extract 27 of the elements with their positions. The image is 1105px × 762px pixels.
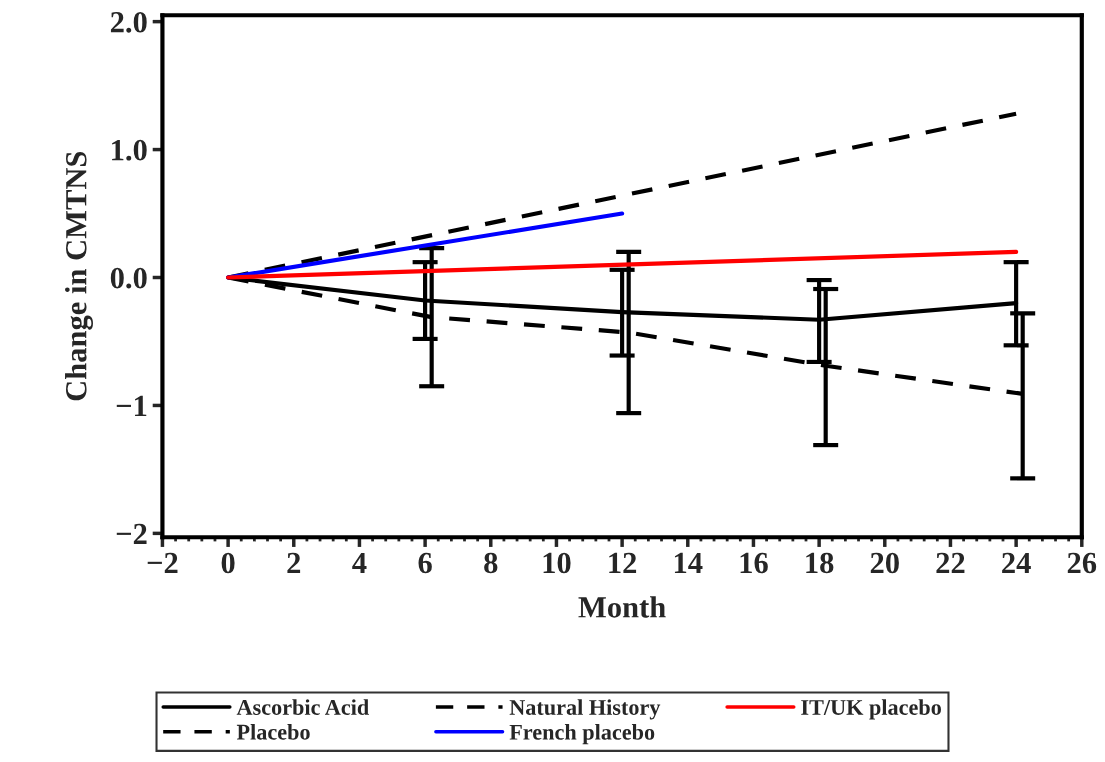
y-tick-label: −1 [116, 395, 147, 417]
x-tick-label: 26 [1067, 552, 1097, 574]
x-tick-label: 22 [936, 552, 965, 573]
x-tick-label: 0 [221, 552, 235, 574]
legend-label: Natural History [509, 699, 661, 720]
x-tick-label: 6 [418, 552, 432, 574]
x-tick-label: 12 [609, 552, 637, 573]
x-tick-label: 18 [806, 552, 834, 574]
x-tick-label: 2 [287, 552, 301, 573]
legend-label: IT/UK placebo [801, 699, 941, 720]
y-tick-label: 0.0 [110, 267, 147, 289]
x-tick-label: 24 [1002, 552, 1031, 573]
legend-label: Placebo [236, 724, 310, 740]
x-tick-label: 4 [352, 552, 367, 573]
y-tick-label: 1.0 [112, 139, 147, 161]
x-tick-label: 16 [740, 552, 768, 574]
legend-label: French placebo [509, 724, 655, 745]
x-axis-title: Month [578, 596, 666, 618]
y-axis-title: Change in CMTNS [65, 151, 93, 401]
y-tick-label: −2 [116, 523, 147, 544]
legend-label: Ascorbic Acid [236, 699, 369, 715]
x-tick-label: 8 [484, 552, 498, 574]
x-tick-label: 10 [543, 552, 571, 574]
y-tick-label: 2.0 [110, 11, 147, 33]
x-tick-label: 20 [870, 552, 899, 574]
x-tick-label: −2 [147, 552, 178, 573]
x-tick-label: 14 [674, 552, 703, 573]
